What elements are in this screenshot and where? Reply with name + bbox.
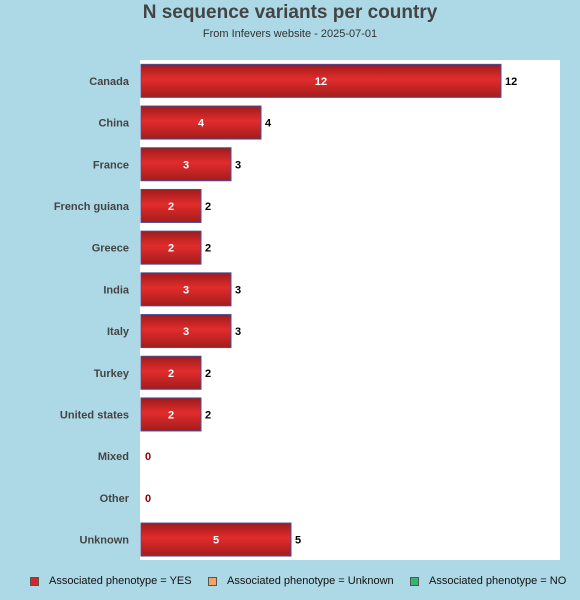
category-label: Unknown xyxy=(80,535,130,547)
plot-area xyxy=(140,60,560,560)
bar[interactable] xyxy=(140,522,292,557)
legend-item[interactable]: Associated phenotype = Unknown xyxy=(208,575,394,587)
category-label: Italy xyxy=(107,326,130,338)
chart-subtitle: From Infevers website - 2025-07-01 xyxy=(202,28,378,40)
bar-end-label: 3 xyxy=(235,284,241,296)
category-label: Greece xyxy=(92,243,129,255)
category-label: India xyxy=(103,284,130,296)
bar-end-label: 4 xyxy=(265,118,272,130)
chart-title: N sequence variants per country xyxy=(142,2,438,23)
category-label: Canada xyxy=(89,76,130,88)
bar[interactable] xyxy=(140,397,202,432)
bar-end-label: 3 xyxy=(235,326,241,338)
bar[interactable] xyxy=(140,63,502,98)
bar-end-label: 12 xyxy=(505,76,517,88)
bar[interactable] xyxy=(140,355,202,390)
legend-label: Associated phenotype = YES xyxy=(49,575,192,587)
category-label: Turkey xyxy=(94,368,130,380)
category-label: United states xyxy=(60,409,129,421)
bar-end-label: 2 xyxy=(205,201,211,213)
bar-value-label: 12 xyxy=(315,76,327,88)
bar-end-label: 3 xyxy=(235,159,241,171)
category-label: France xyxy=(93,159,129,171)
bar[interactable] xyxy=(140,272,232,307)
bar-value-label: 5 xyxy=(213,535,219,547)
bar-zero-label: 0 xyxy=(145,451,151,463)
legend-swatch xyxy=(30,576,39,586)
legend-swatch xyxy=(208,576,217,586)
bar-end-label: 5 xyxy=(295,535,301,547)
category-label: French guiana xyxy=(54,201,130,213)
legend-item[interactable]: Associated phenotype = NO xyxy=(410,575,566,587)
bar[interactable] xyxy=(140,105,262,140)
legend: Associated phenotype = YES Associated phe… xyxy=(0,575,580,591)
bar[interactable] xyxy=(140,147,232,182)
legend-label: Associated phenotype = NO xyxy=(429,575,567,587)
bar-value-label: 2 xyxy=(168,409,174,421)
bar-zero-label: 0 xyxy=(145,493,151,505)
category-label: Other xyxy=(100,493,130,505)
bar-value-label: 2 xyxy=(168,368,174,380)
category-label: China xyxy=(98,118,129,130)
legend-item[interactable]: Associated phenotype = YES xyxy=(30,575,192,587)
bar-value-label: 4 xyxy=(198,118,205,130)
bar[interactable] xyxy=(140,314,232,349)
bar-end-label: 2 xyxy=(205,409,211,421)
bar-end-label: 2 xyxy=(205,368,211,380)
bar-value-label: 3 xyxy=(183,159,189,171)
bar[interactable] xyxy=(140,230,202,265)
bar-value-label: 2 xyxy=(168,201,174,213)
bar-value-label: 3 xyxy=(183,284,189,296)
legend-label: Associated phenotype = Unknown xyxy=(227,575,394,587)
bar-value-label: 3 xyxy=(183,326,189,338)
bar[interactable] xyxy=(140,188,202,223)
bar-value-label: 2 xyxy=(168,243,174,255)
bar-end-label: 2 xyxy=(205,243,211,255)
category-label: Mixed xyxy=(98,451,129,463)
legend-swatch xyxy=(410,576,419,586)
